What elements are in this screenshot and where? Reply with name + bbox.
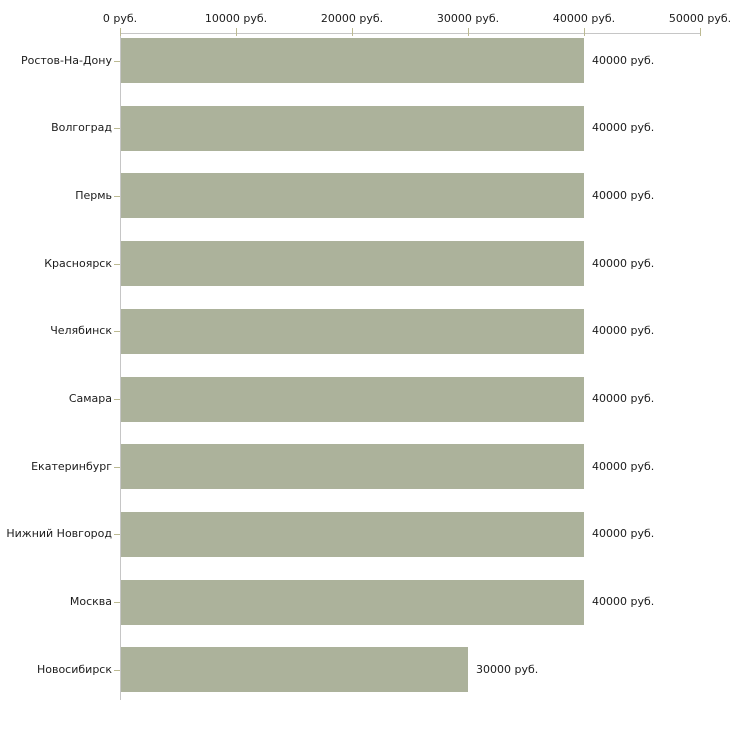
value-label: 40000 руб. <box>592 595 655 608</box>
category-tick <box>114 196 120 197</box>
x-axis-line <box>120 33 700 34</box>
value-label: 40000 руб. <box>592 527 655 540</box>
value-label: 40000 руб. <box>592 121 655 134</box>
category-tick <box>114 128 120 129</box>
category-label: Екатеринбург <box>31 460 112 473</box>
x-axis-tick <box>468 28 469 36</box>
category-tick <box>114 264 120 265</box>
bar <box>121 173 584 218</box>
y-axis-line <box>120 33 121 700</box>
category-label: Москва <box>69 595 112 608</box>
value-label: 40000 руб. <box>592 324 655 337</box>
bar <box>121 38 584 83</box>
value-label: 30000 руб. <box>476 663 539 676</box>
category-label: Ростов-На-Дону <box>20 54 112 67</box>
category-label: Новосибирск <box>36 663 112 676</box>
category-tick <box>114 61 120 62</box>
category-label: Пермь <box>75 189 112 202</box>
bar <box>121 377 584 422</box>
category-label: Нижний Новгород <box>6 527 112 540</box>
value-label: 40000 руб. <box>592 257 655 270</box>
bar <box>121 444 584 489</box>
value-label: 40000 руб. <box>592 189 655 202</box>
bar <box>121 309 584 354</box>
x-axis-tick-label: 0 руб. <box>102 12 138 25</box>
x-axis-tick <box>352 28 353 36</box>
category-tick <box>114 331 120 332</box>
category-label: Волгоград <box>51 121 112 134</box>
bar <box>121 580 584 625</box>
x-axis-tick-label: 40000 руб. <box>552 12 616 25</box>
category-label: Красноярск <box>44 257 112 270</box>
x-axis-tick <box>700 28 701 36</box>
bar <box>121 241 584 286</box>
bar <box>121 106 584 151</box>
x-axis-tick-label: 50000 руб. <box>668 12 730 25</box>
x-axis-tick <box>584 28 585 36</box>
category-label: Челябинск <box>50 324 112 337</box>
category-tick <box>114 399 120 400</box>
value-label: 40000 руб. <box>592 54 655 67</box>
bar <box>121 512 584 557</box>
x-axis-tick-label: 20000 руб. <box>320 12 384 25</box>
category-tick <box>114 670 120 671</box>
bar <box>121 647 468 692</box>
category-label: Самара <box>68 392 112 405</box>
x-axis-tick-label: 10000 руб. <box>204 12 268 25</box>
category-tick <box>114 602 120 603</box>
value-label: 40000 руб. <box>592 460 655 473</box>
category-tick <box>114 467 120 468</box>
x-axis-tick <box>236 28 237 36</box>
x-axis-tick-label: 30000 руб. <box>436 12 500 25</box>
category-tick <box>114 534 120 535</box>
value-label: 40000 руб. <box>592 392 655 405</box>
x-axis-tick <box>120 28 121 36</box>
